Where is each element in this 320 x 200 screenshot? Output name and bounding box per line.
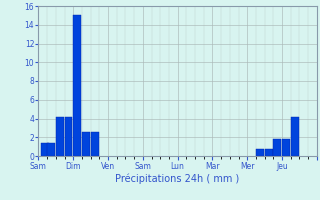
Bar	[273, 139, 281, 156]
Bar	[47, 143, 55, 156]
Bar	[82, 132, 90, 156]
Bar	[56, 117, 64, 156]
Bar	[256, 148, 264, 156]
Bar	[291, 117, 299, 156]
Bar	[65, 117, 72, 156]
X-axis label: Précipitations 24h ( mm ): Précipitations 24h ( mm )	[116, 173, 240, 184]
Bar	[282, 139, 290, 156]
Bar	[91, 132, 99, 156]
Bar	[73, 15, 81, 156]
Bar	[41, 143, 49, 156]
Bar	[265, 148, 273, 156]
